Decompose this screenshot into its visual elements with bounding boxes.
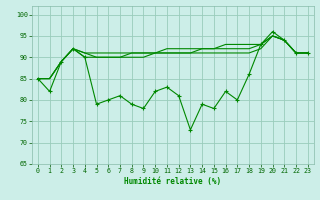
X-axis label: Humidité relative (%): Humidité relative (%) <box>124 177 221 186</box>
